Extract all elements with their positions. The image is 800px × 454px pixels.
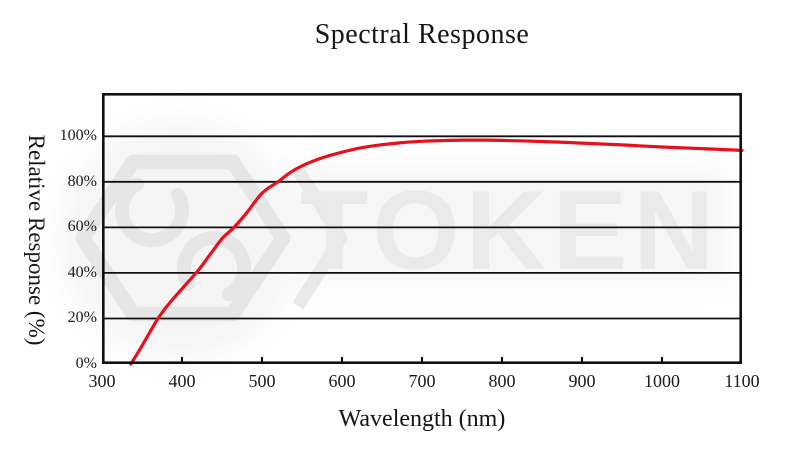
token-logo-hook-icon <box>115 173 189 247</box>
y-axis-tick-labels: 0% 20% 40% 60% 80% 100% <box>0 93 97 372</box>
y-tick-label: 80% <box>67 173 97 190</box>
x-tick-label: 400 <box>168 371 196 391</box>
token-logo-chevron-icon <box>292 166 348 310</box>
y-tick-label: 60% <box>67 218 97 235</box>
x-tick-label: 1000 <box>644 371 680 391</box>
plot-area <box>101 92 744 366</box>
x-tick-label: 700 <box>408 371 436 391</box>
watermark-glow <box>290 165 730 285</box>
y-tick-label: 0% <box>75 355 97 372</box>
x-tick-label: 1100 <box>724 371 760 391</box>
x-tick-label: 500 <box>248 371 276 391</box>
y-tick-label: 100% <box>59 127 97 144</box>
x-tick-label: 600 <box>328 371 356 391</box>
plot-border <box>101 92 743 364</box>
token-logo-hexagon-icon <box>75 154 291 322</box>
x-tick-label: 300 <box>88 371 116 391</box>
relative-response-curve <box>129 138 744 366</box>
y-tick-label: 20% <box>67 309 97 326</box>
x-tick-label: 800 <box>488 371 516 391</box>
y-tick-label: 40% <box>67 264 97 281</box>
x-tick-label: 900 <box>568 371 596 391</box>
chart-title: Spectral Response <box>314 19 530 50</box>
x-axis-title: Wavelength (nm) <box>338 406 506 432</box>
x-axis-tick-labels: 300 400 500 600 700 800 900 1000 1100 <box>89 371 760 395</box>
